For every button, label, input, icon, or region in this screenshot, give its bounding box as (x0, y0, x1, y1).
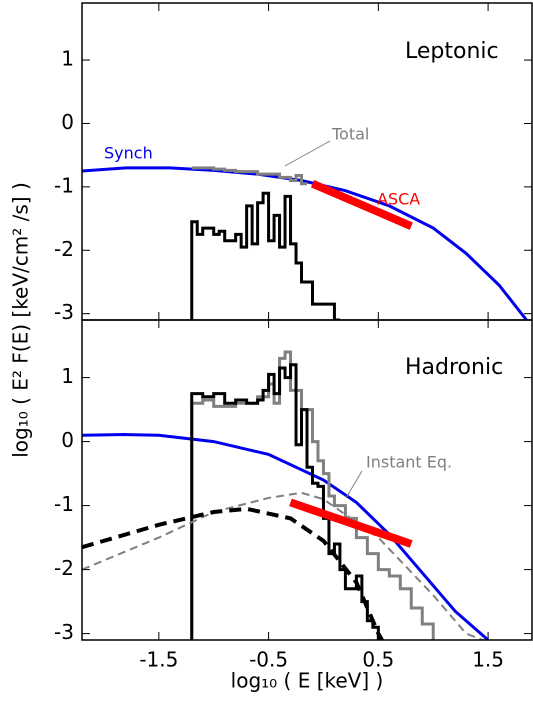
y-tick-label: 0 (61, 428, 74, 452)
pointer-line (284, 140, 331, 167)
y-tick-label: -1 (54, 492, 74, 516)
series-line (191, 166, 307, 186)
x-tick-label: 0.5 (362, 648, 394, 672)
panel-title: Leptonic (405, 39, 499, 64)
y-tick-label: 0 (61, 110, 74, 134)
series-label: ASCA (377, 190, 420, 209)
series-label: Instant Eq. (366, 453, 452, 472)
x-tick-label: -1.5 (139, 648, 178, 672)
series-line (310, 180, 413, 230)
series-label: Synch (104, 144, 153, 163)
series-line (289, 498, 413, 548)
y-tick-label: -3 (54, 300, 74, 324)
series-line (82, 506, 385, 640)
x-axis-label: log₁₀ ( E [keV] ) (231, 669, 384, 693)
y-tick-label: 1 (61, 364, 74, 388)
panel-frame (81, 319, 533, 641)
plot-area (82, 166, 528, 320)
series-label: Total (331, 125, 369, 144)
x-tick-label: 1.5 (472, 648, 504, 672)
y-tick-label: -3 (54, 620, 74, 644)
series-line (82, 491, 486, 640)
panel-title: Hadronic (405, 355, 503, 380)
series-line (82, 433, 490, 640)
y-tick-label: -1 (54, 173, 74, 197)
pointer-line (345, 470, 363, 499)
series-line (190, 191, 340, 320)
y-axis-label: log₁₀ ( E² F(E) [keV/cm² /s] ) (9, 182, 33, 458)
y-tick-label: -2 (54, 237, 74, 261)
x-tick-label: -0.5 (249, 648, 288, 672)
plot-area (82, 350, 490, 640)
series-line (190, 350, 435, 640)
series-line (82, 166, 528, 320)
y-tick-label: -2 (54, 556, 74, 580)
series-line (190, 363, 380, 640)
y-tick-label: 1 (61, 47, 74, 71)
